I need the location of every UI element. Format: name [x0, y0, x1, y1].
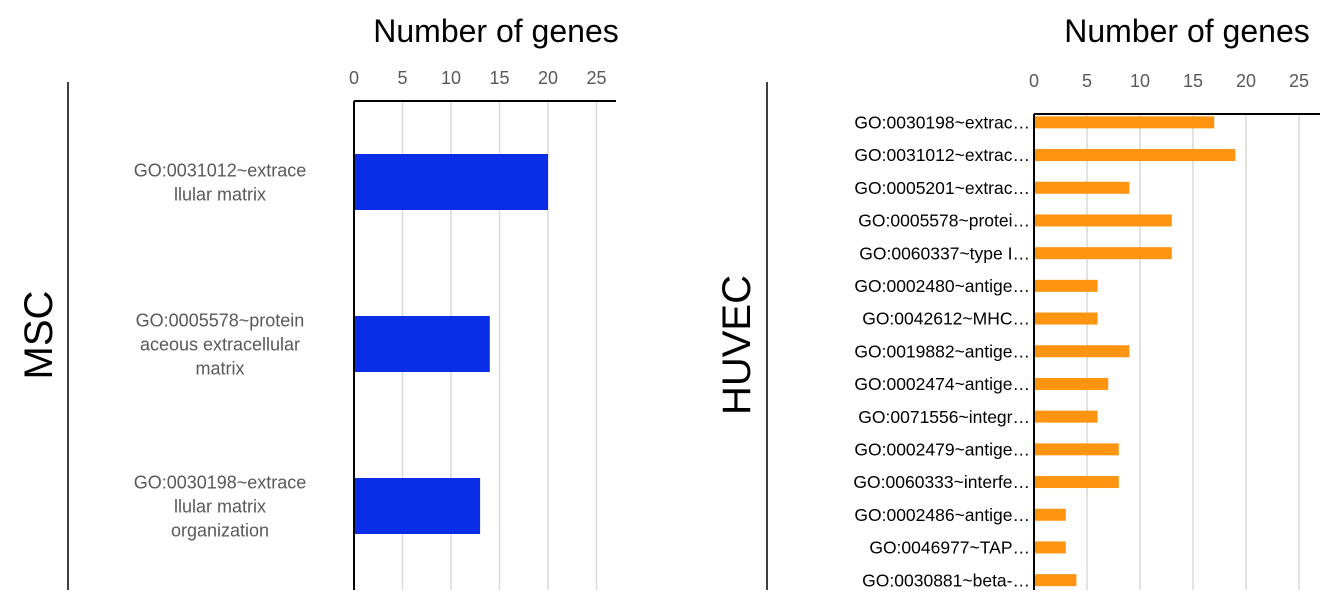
msc-chart-title: Number of genes: [373, 13, 618, 49]
msc-tick-label: 20: [538, 68, 558, 88]
huvec-category-label: GO:0002486~antige…: [854, 505, 1030, 525]
huvec-bar: [1034, 377, 1109, 390]
huvec-tick-label: 10: [1130, 71, 1150, 91]
huvec-category-label: GO:0030198~extrac…: [854, 112, 1030, 132]
msc-tick-labels: 0 5 10 15 20 25: [349, 68, 607, 88]
huvec-bar: [1034, 443, 1119, 456]
huvec-bar: [1034, 574, 1077, 587]
huvec-tick-label: 5: [1082, 71, 1092, 91]
huvec-category-label: GO:0042612~MHC…: [862, 309, 1030, 329]
huvec-bar: [1034, 214, 1172, 227]
msc-bars: [354, 154, 548, 534]
huvec-bar: [1034, 279, 1098, 292]
msc-tick-label: 10: [441, 68, 461, 88]
huvec-panel-label: HUVEC: [715, 275, 759, 415]
huvec-chart: HUVEC Number of genes 0 5 10 15 20 25 GO:0030…: [715, 13, 1320, 590]
huvec-bar: [1034, 476, 1119, 489]
huvec-category-label: GO:0060337~type I…: [859, 243, 1030, 263]
msc-tick-label: 15: [489, 68, 509, 88]
huvec-tick-label: 15: [1183, 71, 1203, 91]
huvec-bar: [1034, 410, 1098, 423]
msc-chart: MSC Number of genes 0 5 10 15 20 25 GO:003101…: [17, 13, 619, 590]
huvec-bar: [1034, 116, 1215, 129]
msc-bar: [354, 478, 481, 534]
huvec-category-label: GO:0005578~protei…: [858, 211, 1030, 231]
msc-category-labels: GO:0031012~extrace llular matrix GO:000557…: [134, 160, 307, 540]
huvec-tick-label: 25: [1289, 71, 1309, 91]
huvec-category-label: GO:0002474~antige…: [854, 374, 1030, 394]
msc-bar: [354, 316, 490, 372]
huvec-tick-label: 20: [1236, 71, 1256, 91]
huvec-category-label: GO:0002479~antige…: [854, 439, 1030, 459]
msc-tick-label: 25: [586, 68, 606, 88]
huvec-bars: [1034, 116, 1236, 587]
huvec-category-label: GO:0019882~antige…: [854, 341, 1030, 361]
huvec-tick-labels: 0 5 10 15 20 25: [1029, 71, 1309, 91]
huvec-category-labels: GO:0030198~extrac… GO:0031012~extrac… GO:0…: [853, 112, 1030, 590]
msc-bar: [354, 154, 548, 210]
msc-tick-label: 0: [349, 68, 359, 88]
msc-category-label: GO:0031012~extrace llular matrix: [134, 160, 307, 204]
huvec-tick-label: 0: [1029, 71, 1039, 91]
huvec-bar: [1034, 312, 1098, 325]
msc-category-label: GO:0005578~protein aceous extracellular ma…: [136, 310, 305, 378]
huvec-bar: [1034, 508, 1066, 521]
msc-category-label: GO:0030198~extrace llular matrix organizat…: [134, 472, 307, 540]
msc-tick-label: 5: [397, 68, 407, 88]
huvec-category-label: GO:0046977~TAP…: [869, 538, 1030, 558]
huvec-bar: [1034, 345, 1130, 358]
huvec-chart-title: Number of genes: [1064, 13, 1309, 49]
huvec-category-label: GO:0060333~interfe…: [853, 472, 1030, 492]
huvec-category-label: GO:0005201~extrac…: [854, 178, 1030, 198]
huvec-category-label: GO:0002480~antige…: [854, 276, 1030, 296]
huvec-category-label: GO:0030881~beta-…: [862, 570, 1030, 590]
msc-panel-label: MSC: [17, 291, 61, 380]
huvec-bar: [1034, 149, 1236, 162]
huvec-bar: [1034, 181, 1130, 194]
huvec-bar: [1034, 247, 1172, 260]
huvec-category-label: GO:0071556~integr…: [858, 407, 1030, 427]
huvec-bar: [1034, 541, 1066, 554]
huvec-category-label: GO:0031012~extrac…: [854, 145, 1030, 165]
